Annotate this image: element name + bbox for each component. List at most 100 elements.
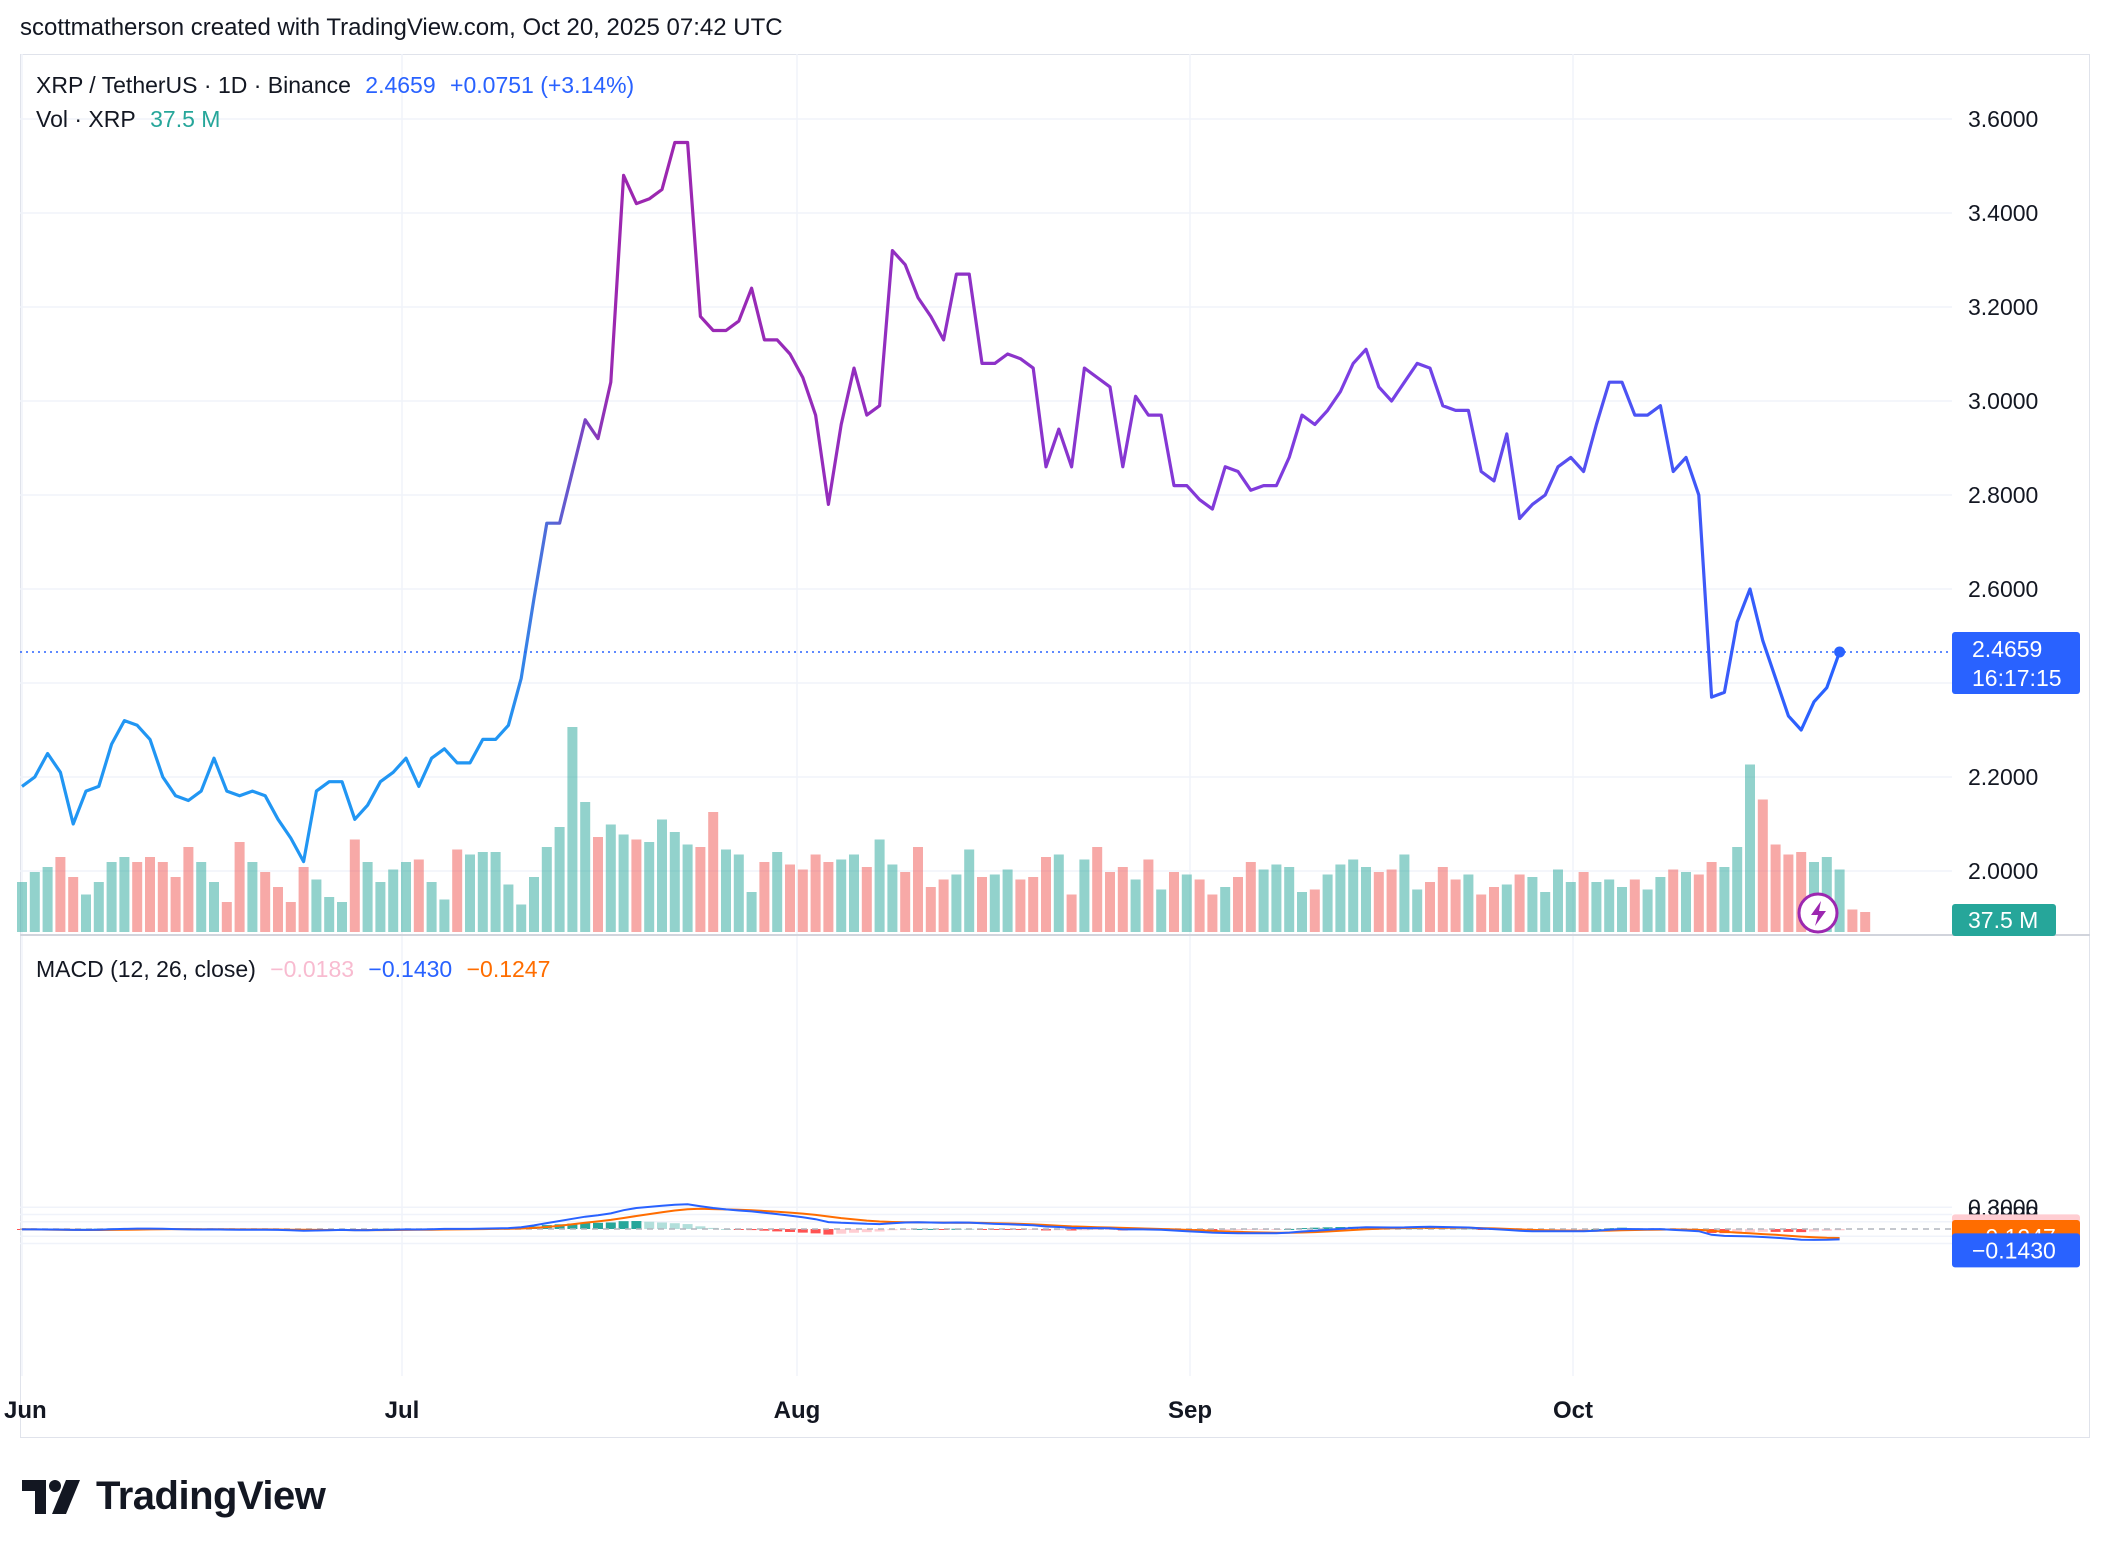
volume-bar <box>1117 867 1128 932</box>
volume-bar <box>631 839 642 932</box>
lightning-icon <box>1811 901 1826 926</box>
macd-histogram-bar <box>1220 1229 1231 1231</box>
price-axis-tick: 3.0000 <box>1968 388 2038 414</box>
volume-bar <box>772 852 783 932</box>
macd-line-value: −0.1430 <box>368 956 453 982</box>
volume-bar <box>1335 864 1346 932</box>
volume-bar <box>1732 847 1743 932</box>
volume-bar <box>1501 884 1512 932</box>
last-price-badge-text: 2.4659 <box>1972 636 2042 662</box>
time-axis-tick: Sep <box>1168 1397 1212 1424</box>
volume-bar <box>1437 867 1448 932</box>
volume-bar <box>1181 874 1192 932</box>
volume-bar <box>657 819 667 932</box>
macd-histogram-bar <box>785 1229 795 1232</box>
volume-bar <box>196 862 207 932</box>
volume-bar <box>1130 879 1141 932</box>
volume-bar <box>1015 879 1026 932</box>
macd-legend: MACD (12, 26, close) −0.0183 −0.1430 −0.… <box>36 956 558 983</box>
volume-bar <box>759 862 770 932</box>
volume-bar <box>605 824 616 932</box>
volume-bar <box>1706 862 1717 932</box>
macd-histogram-bar <box>644 1221 655 1229</box>
volume-bar <box>989 874 1000 932</box>
time-axis-tick: Aug <box>774 1397 821 1424</box>
macd-pane <box>17 1203 1952 1241</box>
volume-bar <box>1527 877 1538 932</box>
chart-frame[interactable] <box>20 54 2090 1438</box>
macd-histogram-bar <box>593 1222 603 1229</box>
time-axis-tick: Oct <box>1553 1397 1593 1424</box>
macd-histogram-bar <box>1565 1229 1576 1230</box>
volume-bar <box>1553 869 1563 932</box>
volume-value: 37.5 M <box>150 106 221 132</box>
macd-line <box>22 1203 1840 1241</box>
volume-bar <box>132 862 143 932</box>
volume-bar <box>1322 874 1333 932</box>
volume-bar <box>938 879 949 932</box>
chart-credit: scottmatherson created with TradingView.… <box>20 14 783 41</box>
macd-histogram-bar <box>1066 1229 1077 1231</box>
volume-bar <box>977 877 987 932</box>
macd-histogram-bar <box>772 1229 783 1232</box>
volume-bar <box>1066 894 1077 932</box>
volume-bar <box>1386 869 1397 932</box>
macd-histogram-bar <box>631 1221 642 1229</box>
volume-bar <box>413 859 424 932</box>
volume-bar <box>1425 882 1435 932</box>
volume-bar <box>1412 889 1423 932</box>
macd-histogram-bar <box>1796 1229 1807 1233</box>
volume-bar <box>234 842 245 932</box>
volume-bar <box>1642 889 1653 932</box>
volume-bar <box>1373 872 1384 932</box>
volume-bar <box>298 867 309 932</box>
tradingview-logo[interactable]: TradingView <box>22 1474 326 1519</box>
volume-bar <box>1361 867 1371 932</box>
volume-badge-text: 37.5 M <box>1968 907 2038 933</box>
macd-histogram-bar <box>580 1222 591 1229</box>
macd-histogram-bar <box>567 1223 578 1229</box>
last-price-dot <box>1834 646 1846 658</box>
volume-bar <box>311 879 322 932</box>
volume-bar <box>785 864 795 932</box>
volume-bar <box>81 894 91 932</box>
volume-bar <box>1578 872 1589 932</box>
macd-line-badge-text: −0.1430 <box>1972 1237 2056 1263</box>
macd-histogram-bar <box>1015 1229 1026 1230</box>
macd-histogram-bar <box>1233 1229 1243 1231</box>
time-axis-tick: Jul <box>385 1397 420 1424</box>
volume-bar <box>285 902 296 932</box>
volume-bar <box>503 884 514 932</box>
volume-bar <box>887 864 898 932</box>
volume-bar <box>746 892 757 932</box>
price-axis-tick: 2.8000 <box>1968 482 2038 508</box>
volume-bar <box>1745 764 1755 932</box>
volume-bar <box>1245 862 1256 932</box>
price-line <box>21 140 1842 864</box>
volume-bar <box>1796 852 1807 932</box>
price-axis-tick: 2.2000 <box>1968 764 2038 790</box>
volume-bar <box>925 887 936 932</box>
volume-bar <box>221 902 232 932</box>
volume-bar <box>247 862 258 932</box>
volume-bar <box>1105 872 1115 932</box>
volume-bar <box>1860 912 1871 932</box>
price-axis-tick: 3.6000 <box>1968 106 2038 132</box>
macd-histogram-bar <box>823 1229 834 1235</box>
volume-bar <box>708 812 719 932</box>
volume-bar <box>1399 854 1410 932</box>
volume-bar <box>1079 859 1090 932</box>
volume-bar <box>337 902 347 932</box>
price-axis-tick: 2.6000 <box>1968 576 2038 602</box>
price-axis-tick: 2.0000 <box>1968 858 2038 884</box>
volume-bar <box>1207 894 1218 932</box>
macd-histogram-bar <box>1322 1227 1333 1229</box>
volume-bar <box>375 882 386 932</box>
volume-bar <box>1041 857 1051 932</box>
time-axis-tick: Jun <box>4 1397 47 1424</box>
macd-histogram-bar <box>810 1229 821 1234</box>
macd-histogram-bar <box>682 1224 693 1229</box>
volume-bar <box>170 877 181 932</box>
volume-bar <box>273 887 283 932</box>
